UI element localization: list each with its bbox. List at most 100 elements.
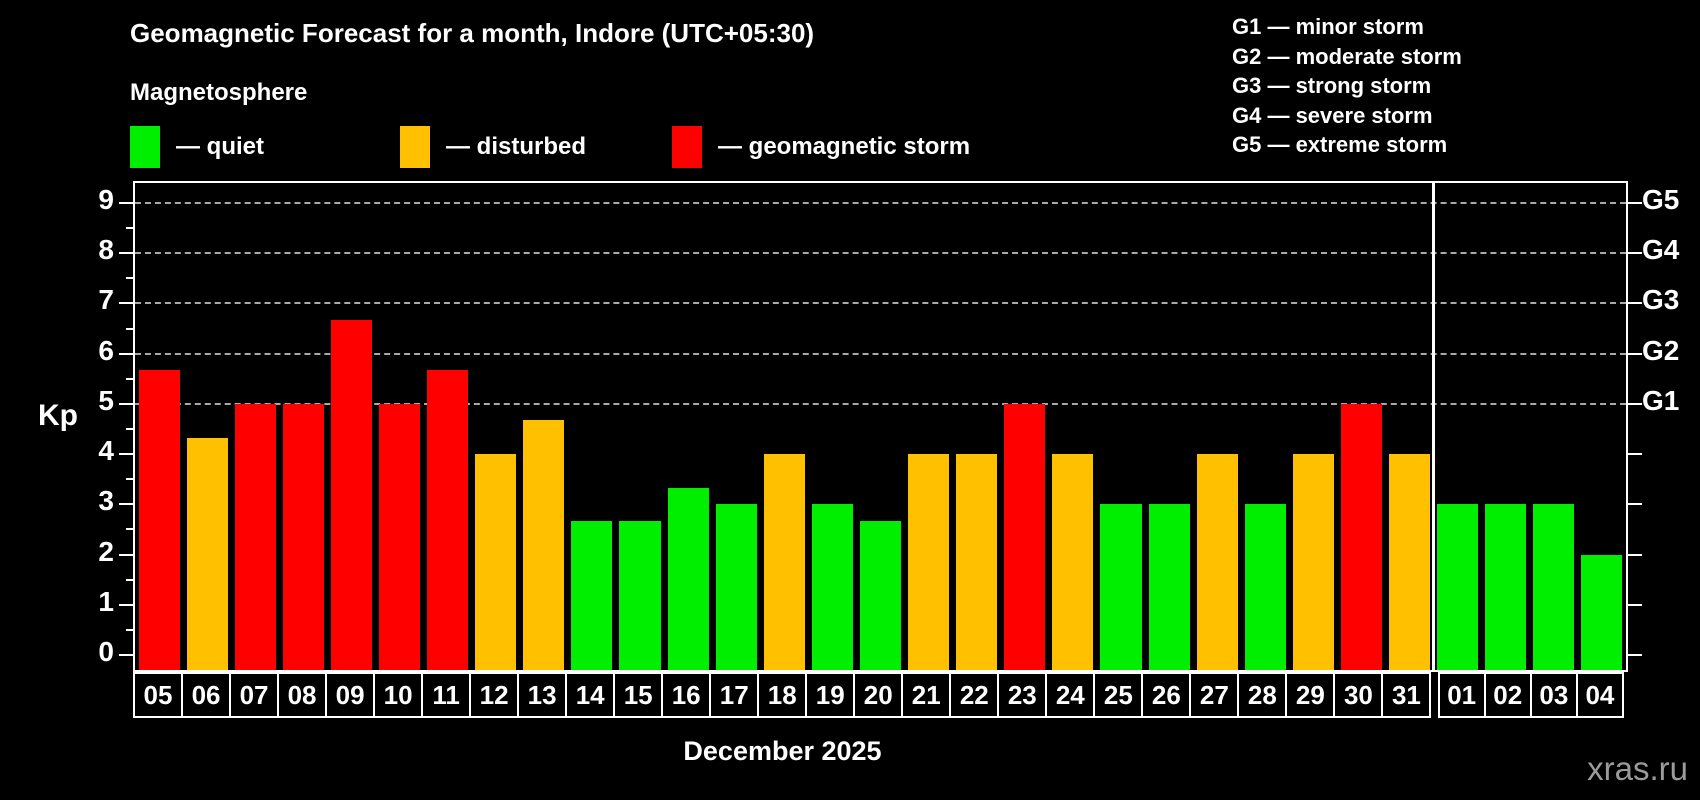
day-label-12: 12	[469, 672, 520, 718]
month-separator-line	[1432, 183, 1436, 670]
kp-bar-day-29	[1292, 454, 1334, 670]
y-minor-tick-left	[126, 528, 133, 531]
y-major-tick-left	[119, 503, 133, 506]
y-tick-label-9: 9	[98, 184, 114, 216]
y-major-tick-left	[119, 202, 133, 205]
page-title: Geomagnetic Forecast for a month, Indore…	[130, 18, 815, 48]
y-major-tick-left	[119, 603, 133, 606]
y-tick-label-0: 0	[98, 635, 114, 667]
kp-bar-day-02	[1485, 504, 1527, 670]
december-day-labels-row: 05 06 07 08 09 10 11 12 13 14 15 16 17 18 19 20 21 22 23 24…	[133, 672, 1432, 718]
gridline-kp-5	[135, 402, 1626, 405]
kp-bar-day-15	[619, 520, 661, 670]
gridline-kp-6	[135, 352, 1626, 355]
kp-bar-day-11	[427, 370, 469, 670]
kp-bar-chart-plot-area	[119, 181, 1642, 672]
right-axis-label-g1: G1	[1642, 384, 1680, 416]
kp-bar-day-17	[715, 504, 757, 670]
legend-label-disturbed: — disturbed	[446, 133, 587, 160]
y-major-tick-left	[119, 553, 133, 556]
kp-bar-day-12	[475, 454, 517, 670]
y-major-tick-right	[1628, 202, 1642, 205]
y-major-tick-left	[119, 402, 133, 405]
y-tick-label-7: 7	[98, 284, 114, 316]
x-axis-month-label: December 2025	[683, 736, 882, 766]
day-label-18: 18	[757, 672, 808, 718]
day-label-04: 04	[1575, 672, 1624, 718]
kp-bar-day-09	[330, 320, 372, 670]
kp-bar-day-03	[1533, 504, 1575, 670]
kp-bar-day-01	[1437, 504, 1479, 670]
y-tick-label-2: 2	[98, 535, 114, 567]
kp-bar-day-14	[571, 520, 613, 670]
day-label-19: 19	[805, 672, 856, 718]
kp-bar-day-22	[956, 454, 998, 670]
day-label-03: 03	[1529, 672, 1578, 718]
kp-bar-day-16	[667, 487, 709, 670]
y-minor-tick-left	[126, 578, 133, 581]
day-label-28: 28	[1237, 672, 1288, 718]
kp-bar-day-28	[1244, 504, 1286, 670]
y-major-tick-right	[1628, 603, 1642, 606]
legend-item-disturbed: — disturbed	[400, 126, 586, 168]
y-major-tick-left	[119, 252, 133, 255]
kp-bar-day-05	[138, 370, 180, 670]
legend-item-quiet: — quiet	[130, 126, 264, 168]
y-major-tick-right	[1628, 653, 1642, 656]
g-legend-line-g2: G2 — moderate storm	[1232, 43, 1462, 69]
kp-bar-day-04	[1581, 554, 1623, 670]
day-label-31: 31	[1381, 672, 1432, 718]
day-label-15: 15	[613, 672, 664, 718]
day-label-21: 21	[901, 672, 952, 718]
kp-bar-day-26	[1148, 504, 1190, 670]
right-axis-label-g5: G5	[1642, 184, 1680, 216]
y-minor-tick-left	[126, 478, 133, 481]
y-major-tick-right	[1628, 352, 1642, 355]
kp-bar-day-27	[1196, 454, 1238, 670]
day-label-16: 16	[661, 672, 712, 718]
y-minor-tick-left	[126, 428, 133, 430]
kp-bar-day-21	[908, 454, 950, 670]
y-minor-tick-left	[126, 628, 133, 631]
day-label-22: 22	[949, 672, 1000, 718]
day-label-14: 14	[565, 672, 616, 718]
y-minor-tick-left	[126, 327, 133, 330]
gridline-kp-9	[135, 202, 1626, 205]
day-label-09: 09	[325, 672, 376, 718]
kp-bar-day-08	[282, 403, 324, 670]
y-minor-tick-left	[126, 227, 133, 230]
kp-bar-day-19	[811, 504, 853, 670]
day-label-02: 02	[1483, 672, 1532, 718]
january-day-labels-row: 01 02 03 04	[1437, 672, 1624, 718]
legend-label-quiet: — quiet	[176, 133, 264, 160]
y-major-tick-right	[1628, 402, 1642, 405]
kp-bar-day-10	[378, 403, 421, 670]
day-label-11: 11	[421, 672, 472, 718]
kp-bar-day-31	[1389, 454, 1431, 670]
kp-bar-day-20	[859, 520, 902, 670]
y-axis-label-kp: Kp	[38, 399, 78, 432]
storm-color-swatch	[672, 126, 702, 168]
kp-bar-day-06	[186, 437, 228, 670]
y-tick-label-1: 1	[98, 585, 114, 617]
gridline-kp-7	[135, 302, 1626, 305]
kp-bar-day-30	[1340, 403, 1382, 670]
quiet-color-swatch	[130, 126, 160, 168]
y-tick-label-4: 4	[98, 435, 114, 467]
gridline-kp-8	[135, 252, 1626, 255]
y-major-tick-right	[1628, 503, 1642, 506]
y-tick-label-8: 8	[98, 234, 114, 266]
kp-bar-day-13	[523, 420, 565, 670]
g-legend-line-g5: G5 — extreme storm	[1232, 132, 1448, 157]
y-minor-tick-left	[126, 377, 133, 380]
day-label-29: 29	[1285, 672, 1336, 718]
kp-bar-day-25	[1100, 504, 1142, 670]
day-label-13: 13	[517, 672, 568, 718]
legend-item-storm: — geomagnetic storm	[672, 126, 970, 168]
y-major-tick-left	[119, 653, 133, 656]
g-legend-line-g1: G1 — minor storm	[1232, 14, 1424, 39]
y-tick-label-6: 6	[98, 334, 114, 366]
right-axis-label-g3: G3	[1642, 284, 1680, 316]
kp-bar-day-07	[234, 403, 276, 670]
y-major-tick-right	[1628, 453, 1642, 456]
